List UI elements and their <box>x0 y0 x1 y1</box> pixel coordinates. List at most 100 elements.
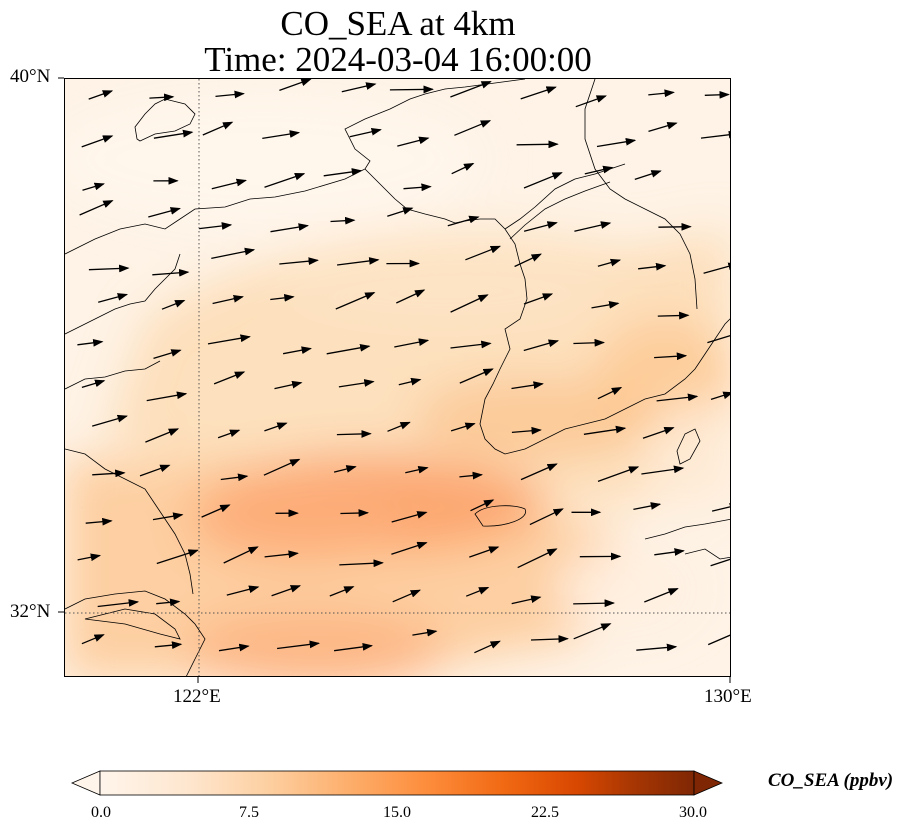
colorbar-tick-1: 7.5 <box>239 804 259 821</box>
wind-arrow <box>79 200 114 216</box>
wind-arrow <box>212 294 244 305</box>
wind-arrow <box>465 245 502 261</box>
wind-arrow <box>523 172 563 189</box>
wind-arrow <box>450 294 489 313</box>
wind-arrow <box>333 465 357 473</box>
wind-arrow <box>146 391 188 402</box>
wind-arrow <box>391 511 428 523</box>
wind-arrow <box>220 473 249 482</box>
wind-arrow <box>153 129 194 139</box>
wind-arrow <box>447 215 480 227</box>
wind-arrow <box>657 311 690 320</box>
wind-arrow <box>573 338 605 347</box>
wind-arrow <box>703 262 730 274</box>
wind-arrow <box>654 352 688 361</box>
wind-arrow <box>264 550 299 559</box>
wind-arrow <box>396 289 426 304</box>
wind-arrow <box>459 471 483 480</box>
lat-label-40n: 40°N <box>10 66 51 87</box>
wind-arrow <box>81 379 106 389</box>
wind-arrow <box>211 178 247 190</box>
wind-arrow <box>92 469 126 478</box>
lon-label-130e: 130°E <box>704 686 752 707</box>
wind-arrow <box>97 599 140 608</box>
wind-arrow <box>634 170 662 181</box>
wind-arrow <box>451 162 475 175</box>
wind-arrow <box>470 499 495 512</box>
wind-arrow <box>474 640 501 654</box>
wind-arrow <box>270 293 295 302</box>
wind-arrow <box>152 268 190 277</box>
wind-arrow <box>597 258 622 267</box>
wind-arrow <box>334 643 373 652</box>
wind-arrow <box>270 223 309 233</box>
wind-arrow <box>340 509 369 517</box>
wind-arrow <box>201 504 231 518</box>
wind-arrow <box>516 140 559 149</box>
wind-arrow <box>454 120 492 136</box>
wind-arrow <box>217 429 241 439</box>
wind-arrow <box>226 585 260 596</box>
wind-arrow <box>469 546 500 558</box>
wind-arrow <box>335 292 376 310</box>
colorbar-tick-2: 15.0 <box>383 804 411 821</box>
wind-arrow <box>326 343 371 355</box>
wind-arrow <box>156 549 199 565</box>
wind-arrow <box>77 553 102 562</box>
wind-arrow <box>279 257 319 266</box>
wind-arrow <box>161 299 186 310</box>
wind-arrow <box>199 222 233 230</box>
wind-arrow <box>389 85 434 94</box>
wind-arrow <box>641 465 685 475</box>
map-canvas <box>65 79 730 676</box>
wind-arrow <box>511 426 542 435</box>
wind-arrow <box>450 80 492 98</box>
wind-arrow <box>584 165 614 175</box>
wind-arrow <box>213 371 246 385</box>
wind-arrow <box>642 427 675 439</box>
wind-arrow <box>511 381 544 390</box>
wind-arrow <box>156 598 181 607</box>
wind-arrow <box>711 503 730 512</box>
wind-arrow <box>633 502 662 511</box>
wind-arrow <box>523 221 558 232</box>
wind-arrow <box>337 257 380 266</box>
wind-arrow <box>391 541 428 555</box>
wind-arrow <box>336 430 372 438</box>
wind-arrow <box>154 641 183 650</box>
wind-arrow <box>85 517 113 526</box>
wind-arrow <box>215 90 245 99</box>
wind-arrow <box>459 368 494 384</box>
wind-arrow <box>394 338 430 348</box>
wind-arrow <box>279 79 312 92</box>
wind-arrow <box>511 595 542 605</box>
wind-arrow <box>262 130 301 140</box>
wind-arrow <box>223 546 259 564</box>
wind-arrow <box>88 90 114 100</box>
colorbar-tick-3: 22.5 <box>531 804 559 821</box>
wind-arrow <box>153 349 182 360</box>
wind-arrow <box>707 335 730 344</box>
wind-arrow <box>648 89 675 98</box>
wind-arrow <box>700 130 730 139</box>
wind-arrow <box>277 640 320 650</box>
wind-arrow <box>81 634 105 645</box>
colorbar-min-extend <box>70 770 101 796</box>
colorbar-max-extend <box>693 770 724 796</box>
wind-arrow <box>202 121 234 136</box>
wind-arrow <box>397 136 430 147</box>
wind-arrow <box>341 82 377 93</box>
colorbar-tick-0: 0.0 <box>91 804 111 821</box>
map-title-line2: Time: 2024-03-04 16:00:00 <box>204 40 592 79</box>
map-title-line1: CO_SEA at 4km <box>280 4 516 43</box>
wind-arrow <box>520 463 558 481</box>
wind-arrow <box>520 86 557 100</box>
wind-arrow <box>339 559 384 568</box>
concentration-field <box>65 79 730 676</box>
wind-arrow <box>597 387 623 400</box>
wind-arrow <box>387 421 411 432</box>
wind-arrow <box>405 465 429 474</box>
wind-arrow <box>274 380 303 390</box>
wind-arrow <box>658 222 692 231</box>
wind-arrow <box>523 293 554 305</box>
